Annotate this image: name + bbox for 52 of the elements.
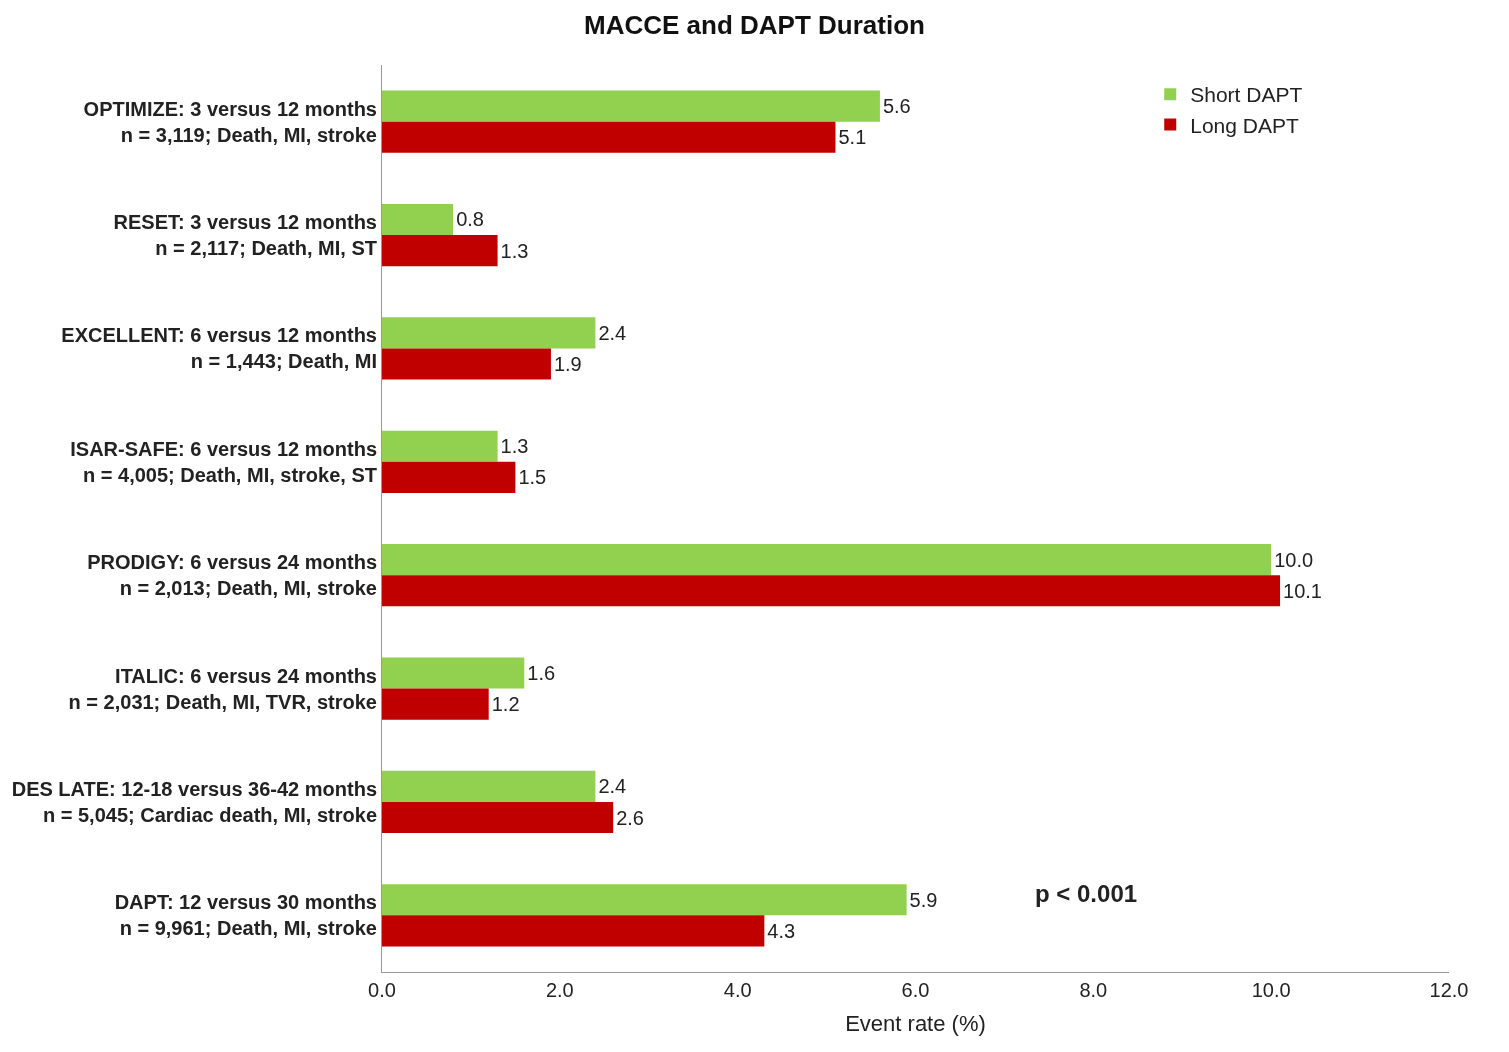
bar (382, 544, 1272, 576)
x-axis-title: Event rate (%) (845, 1010, 986, 1036)
data-label: 10.0 (1274, 548, 1314, 571)
bar (382, 770, 596, 802)
y-tick-label: ITALIC: 6 versus 24 months n = 2,031; Death, MI, TVR, stroke (68, 664, 377, 713)
annotation: p < 0.001 (1035, 880, 1138, 907)
bar (382, 121, 836, 153)
bar (382, 575, 1281, 607)
data-label: 2.6 (616, 806, 644, 829)
y-tick-label: DAPT: 12 versus 30 months n = 9,961; Death, MI, stroke (114, 891, 377, 940)
data-label: 5.1 (838, 126, 867, 149)
x-tick-label: 8.0 (1079, 979, 1108, 1001)
bar (382, 688, 489, 720)
bar (382, 235, 498, 267)
bar (382, 348, 551, 380)
data-label: 5.6 (882, 95, 911, 118)
y-tick-label: DES LATE: 12-18 versus 36-42 months n = 5,045; Cardiac death, MI, stroke (11, 777, 377, 826)
bar (382, 461, 516, 493)
x-tick-label: 6.0 (901, 979, 930, 1001)
bar (382, 317, 596, 349)
bar (382, 430, 498, 462)
data-label: 0.8 (456, 208, 484, 231)
bar (382, 884, 907, 916)
bar (382, 90, 880, 122)
y-tick-label: EXCELLENT: 6 versus 12 months n = 1,443; Death, MI (61, 324, 377, 373)
data-label: 4.3 (767, 919, 796, 942)
data-label: 1.5 (518, 466, 547, 489)
data-label: 5.9 (909, 888, 938, 911)
y-tick-label: PRODIGY: 6 versus 24 months n = 2,013; Death, MI, stroke (87, 551, 377, 600)
x-tick-label: 12.0 (1429, 979, 1469, 1001)
x-tick-label: 4.0 (723, 979, 752, 1001)
legend-label: Short DAPT (1190, 83, 1303, 107)
y-tick-label: ISAR-SAFE: 6 versus 12 months n = 4,005; Death, MI, stroke, ST (70, 437, 377, 486)
x-tick-label: 0.0 (368, 979, 396, 1001)
y-tick-label: RESET: 3 versus 12 months n = 2,117; Death, MI, ST (113, 211, 377, 260)
bar (382, 801, 614, 834)
chart-title: MACCE and DAPT Duration (584, 9, 925, 40)
data-label: 1.9 (553, 353, 582, 376)
bar (382, 203, 454, 236)
data-label: 1.3 (500, 435, 529, 458)
bar (382, 915, 765, 947)
data-label: 1.6 (527, 661, 556, 684)
y-tick-label: OPTIMIZE: 3 versus 12 months n = 3,119; Death, MI, stroke (83, 97, 377, 146)
data-label: 1.2 (491, 693, 520, 716)
x-tick-label: 10.0 (1251, 979, 1291, 1001)
data-label: 1.3 (500, 239, 529, 262)
bar (382, 657, 525, 689)
x-tick-label: 2.0 (545, 979, 574, 1001)
data-label: 2.4 (598, 321, 627, 344)
legend-label: Long DAPT (1190, 113, 1299, 137)
data-label: 2.4 (598, 775, 627, 798)
data-label: 10.1 (1283, 579, 1322, 602)
